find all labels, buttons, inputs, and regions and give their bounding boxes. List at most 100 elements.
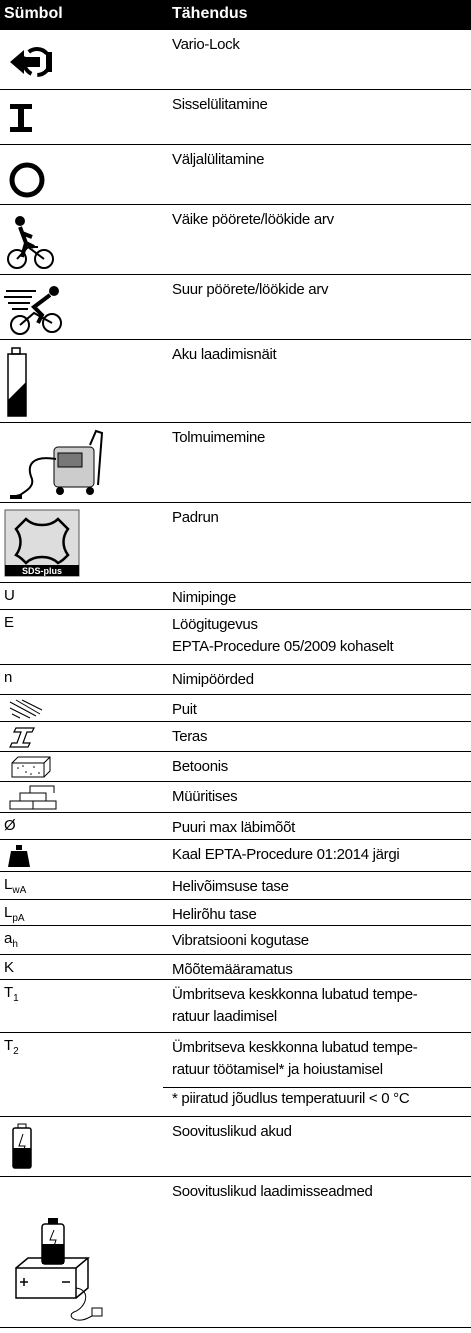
icon-part (70, 1287, 97, 1321)
meaning-line: Kaal EPTA-Procedure 01:2014 järgi (172, 846, 400, 863)
icon-part: SDS-plus (22, 566, 62, 576)
meaning: Väljalülitamine (172, 149, 265, 171)
symbol-main: L (4, 876, 13, 893)
icon-part (15, 1267, 77, 1299)
table-row: T2 Ümbritseva keskkonna lubatud tempe-rat… (0, 1033, 471, 1117)
meaning-line: Nimipinge (172, 589, 236, 606)
icon-part (86, 487, 94, 495)
symbol-icon (6, 723, 46, 756)
meaning-line: EPTA-Procedure 05/2009 kohaselt (172, 638, 394, 655)
meaning: Müüritises (172, 786, 238, 808)
symbol-text: T2 (4, 1037, 19, 1057)
meaning: Padrun (172, 507, 219, 529)
table-row: n Nimipöörded (0, 665, 471, 695)
meaning: Kaal EPTA-Procedure 01:2014 järgi (172, 844, 400, 866)
icon-part (10, 50, 40, 74)
icon-part (9, 699, 43, 719)
icon (7, 347, 27, 417)
meaning: Väike pöörete/löökide arv (172, 209, 334, 231)
icon-part (30, 773, 32, 775)
table-row: Vario-Lock (0, 30, 471, 90)
symbol-text: ah (4, 930, 18, 950)
meaning-line: Ümbritseva keskkonna lubatud tempe- (172, 986, 418, 1003)
symbol-icon (6, 1178, 106, 1333)
table-row: LwA Helivõimsuse tase (0, 872, 471, 900)
icon-part (22, 765, 24, 767)
meaning: Sisselülitamine (172, 94, 268, 116)
meaning: Helivõimsuse tase (172, 876, 289, 898)
symbol-text: E (4, 614, 14, 631)
icon-part (11, 457, 57, 498)
icon-part (11, 347, 21, 355)
icon-part (91, 1307, 103, 1317)
icon-part (89, 429, 104, 486)
meaning-line: Soovituslikud akud (172, 1123, 292, 1140)
symbol-sub: pA (12, 913, 25, 924)
symbol-icon (6, 783, 62, 818)
symbol-main: T (4, 984, 14, 1001)
symbol-icon (6, 696, 46, 727)
icon (10, 47, 52, 77)
meaning: Aku laadimisnäit (172, 344, 277, 366)
icon-part (16, 245, 45, 260)
meaning-line: Vibratsiooni kogutase (172, 932, 309, 949)
table-row: Sisselülitamine (0, 90, 471, 145)
meaning-line: Soovituslikud laadimisseadmed (172, 1183, 373, 1200)
symbol-icon (2, 425, 112, 510)
meaning: Betoonis (172, 756, 228, 778)
icon-part (9, 727, 35, 748)
symbol-icon (2, 92, 42, 147)
meaning-line: Padrun (172, 509, 219, 526)
meaning: Soovituslikud laadimisseadmed (172, 1181, 373, 1203)
icon-part (33, 766, 35, 768)
symbol-sub: wA (12, 885, 27, 896)
icon-part (42, 313, 62, 333)
meaning-line: Betoonis (172, 758, 228, 775)
icon-part (19, 311, 53, 326)
icon-part (9, 162, 45, 198)
icon (9, 785, 57, 810)
meaning: Vibratsiooni kogutase (172, 930, 309, 952)
icon-part (5, 565, 79, 576)
table-row: Väljalülitamine (0, 145, 471, 205)
meaning: Löögitugevus EPTA-Procedure 05/2009 kohas… (172, 614, 394, 658)
meaning-line: Tolmuimemine (172, 429, 266, 446)
icon-part (7, 249, 27, 269)
icon-part (8, 382, 26, 416)
icon-part (11, 756, 51, 778)
symbol-text: K (4, 959, 14, 976)
icon-part (57, 452, 83, 468)
table-row: Suur pöörete/löökide arv (0, 275, 471, 340)
symbol-icon (2, 277, 72, 344)
icon (10, 104, 32, 132)
meaning-line: ratuur laadimisel (172, 1008, 277, 1025)
symbol-text: n (4, 669, 12, 686)
symbol-icon (2, 32, 62, 93)
symbol-main: L (4, 904, 13, 921)
icon-part (48, 1218, 58, 1224)
symbol-text: LpA (4, 904, 25, 924)
icon-part (49, 1229, 57, 1253)
table-row: T1 Ümbritseva keskkonna lubatud tempe-rat… (0, 980, 471, 1033)
meaning: Puuri max läbimõõt (172, 817, 295, 839)
table-row: Soovituslikud akud (0, 1117, 471, 1177)
symbol-main: a (4, 930, 13, 947)
meaning-line: Ümbritseva keskkonna lubatud tempe- (172, 1039, 418, 1056)
table-row: SDS-plus Padrun (0, 503, 471, 583)
icon-part (10, 104, 32, 132)
icon (4, 286, 62, 335)
note: * piiratud jõudlus temperatuuril < 0 °C (163, 1087, 471, 1110)
symbol-main: E (4, 614, 15, 631)
icon-part (46, 52, 52, 72)
icon (9, 162, 45, 198)
table-row: Aku laadimisnäit (0, 340, 471, 423)
table-row: K Mõõtemääramatus (0, 955, 471, 980)
table-header: Sümbol Tähendus (0, 0, 471, 30)
symbol-icon (2, 342, 42, 429)
table-row: Tolmuimemine (0, 423, 471, 503)
icon (12, 1123, 32, 1169)
icon-part (4, 290, 36, 310)
icon (8, 845, 30, 867)
table-row: Kaal EPTA-Procedure 01:2014 järgi (0, 840, 471, 872)
table-row: Ø Puuri max läbimõõt (0, 813, 471, 840)
